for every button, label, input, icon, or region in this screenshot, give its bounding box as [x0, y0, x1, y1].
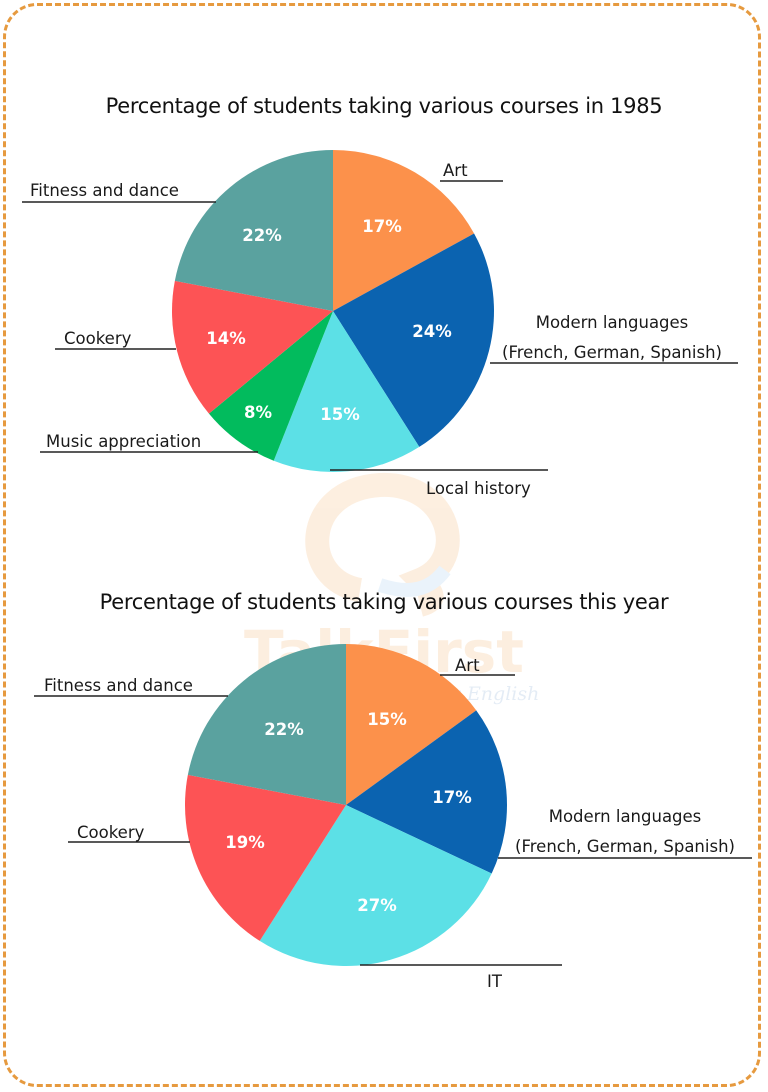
pct-modern-languages: 24% [412, 322, 452, 341]
pie-slice-local-history [273, 311, 420, 473]
pct-local-history: 15% [320, 405, 360, 424]
pct-it: 27% [357, 896, 397, 915]
pie-slice-cookery [185, 774, 346, 941]
pct-cookery: 14% [206, 329, 246, 348]
pie-slice-it [259, 805, 492, 966]
pct-art: 17% [362, 217, 402, 236]
pie-slice-fitness-and-dance [174, 150, 333, 311]
pie-slice-art [346, 644, 477, 805]
pie-1985-slices [172, 150, 495, 473]
pct-music-appreciation: 8% [244, 403, 272, 422]
label-it: IT [487, 972, 503, 991]
label-fitness-dance-2: Fitness and dance [44, 676, 193, 695]
pct-cookery-2: 19% [225, 833, 265, 852]
pie-slice-modern-languages [346, 710, 507, 874]
label-cookery-2: Cookery [77, 823, 145, 842]
label-modern-languages-sub: (French, German, Spanish) [502, 343, 722, 362]
pie-slice-fitness-and-dance [187, 644, 346, 805]
pie-slice-music-appreciation [208, 311, 333, 461]
label-modern-languages: Modern languages [536, 313, 689, 332]
pie-slice-art [333, 150, 475, 311]
label-modern-languages-sub-2: (French, German, Spanish) [515, 837, 735, 856]
pie-slice-cookery [172, 280, 333, 414]
dashed-border-frame [3, 3, 761, 1087]
chart-2-title: Percentage of students taking various co… [99, 590, 669, 614]
label-local-history: Local history [426, 479, 531, 498]
pct-fitness-dance-2: 22% [264, 720, 304, 739]
label-music-appreciation: Music appreciation [46, 432, 201, 451]
pct-modern-languages-2: 17% [432, 788, 472, 807]
label-fitness-dance: Fitness and dance [30, 181, 179, 200]
pct-art-2: 15% [367, 710, 407, 729]
label-art: Art [443, 161, 468, 180]
pie-slice-modern-languages [333, 233, 495, 447]
pct-fitness-dance: 22% [242, 226, 282, 245]
pie-chart-1985: Art Modern languages (French, German, Sp… [22, 150, 738, 498]
pie-this-year-slices [185, 644, 507, 966]
label-art-2: Art [455, 656, 480, 675]
chart-1-title: Percentage of students taking various co… [105, 94, 663, 118]
label-cookery: Cookery [64, 329, 132, 348]
label-modern-languages-2: Modern languages [549, 807, 702, 826]
